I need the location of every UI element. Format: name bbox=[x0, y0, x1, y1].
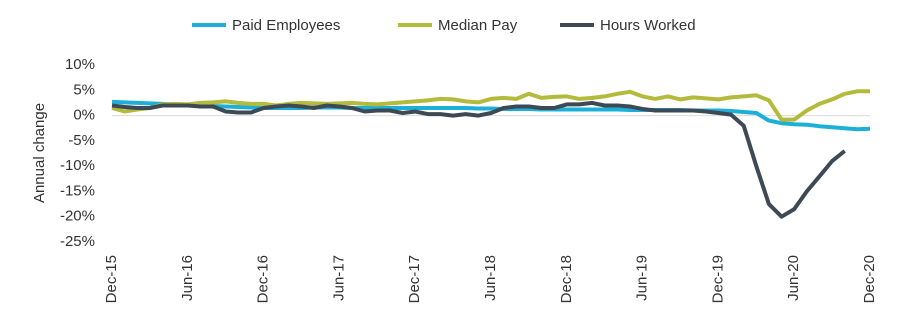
series-line bbox=[111, 89, 870, 122]
y-tick-label: 10% bbox=[65, 56, 95, 73]
x-tick-label: Dec-19 bbox=[709, 255, 726, 303]
series-line bbox=[111, 100, 846, 219]
x-tick-label: Dec-17 bbox=[406, 255, 423, 303]
legend-label: Hours Worked bbox=[600, 17, 696, 34]
y-tick-label: -20% bbox=[60, 208, 95, 225]
y-tick-label: 5% bbox=[73, 81, 95, 98]
y-tick-label: -15% bbox=[60, 182, 95, 199]
x-tick-label: Jun-20 bbox=[785, 255, 802, 301]
legend-label: Paid Employees bbox=[232, 17, 340, 34]
y-tick-label: -25% bbox=[60, 233, 95, 250]
x-tick-label: Dec-20 bbox=[861, 255, 878, 303]
x-tick-label: Jun-19 bbox=[634, 255, 651, 301]
series-line bbox=[111, 99, 871, 132]
legend-label: Median Pay bbox=[438, 17, 518, 34]
x-tick-label: Jun-16 bbox=[179, 255, 196, 301]
y-tick-label: -5% bbox=[68, 132, 95, 149]
x-tick-label: Dec-18 bbox=[558, 255, 575, 303]
x-tick-label: Dec-16 bbox=[255, 255, 272, 303]
x-tick-label: Jun-18 bbox=[482, 255, 499, 301]
x-tick-label: Dec-15 bbox=[103, 255, 120, 303]
x-tick-label: Jun-17 bbox=[330, 255, 347, 301]
y-tick-label: -10% bbox=[60, 157, 95, 174]
y-tick-label: 0% bbox=[73, 107, 95, 124]
y-axis-label: Annual change bbox=[31, 103, 48, 203]
